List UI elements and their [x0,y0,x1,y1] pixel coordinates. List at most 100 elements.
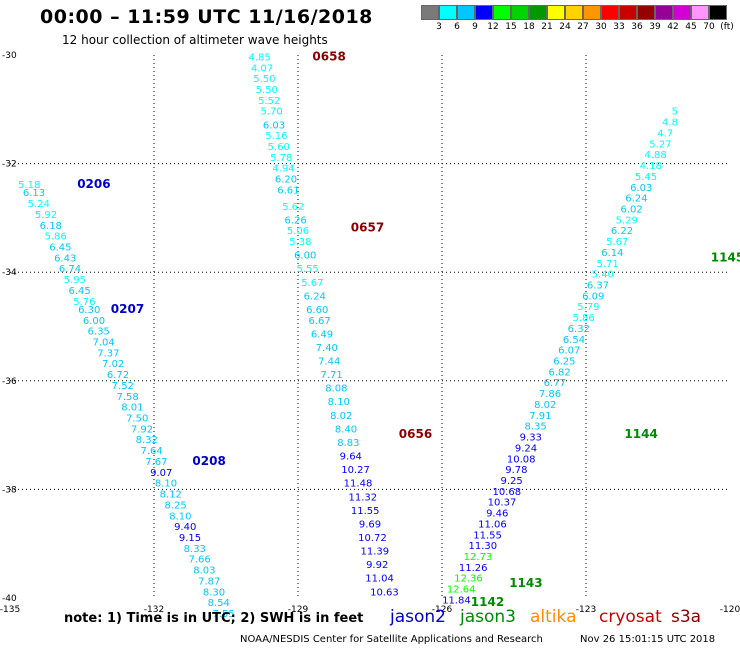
wave-height-value: 7.50 [126,414,148,425]
color-scale-swatch [637,5,655,20]
wave-height-value: 11.39 [360,547,389,558]
lat-tick-label: -32 [2,160,17,170]
color-scale-label: 9 [472,22,478,32]
wave-height-value: 6.07 [558,346,580,357]
wave-height-value: 5.67 [606,237,628,248]
wave-height-value: 8.08 [325,384,347,395]
wave-height-value: 6.14 [601,248,623,259]
color-scale-swatch [421,5,439,20]
track-time-label: 0658 [312,49,345,63]
lon-tick-label: -126 [432,605,453,615]
track-time-label: 0206 [77,177,110,191]
track-time-label: 0657 [351,220,384,234]
wave-height-value: 6.61 [277,185,299,196]
color-scale-swatch [673,5,691,20]
color-scale-label: 3 [436,22,442,32]
map-subtitle: 12 hour collection of altimeter wave hei… [62,33,328,47]
wave-height-value: 5.76 [73,297,95,308]
wave-height-value: 6.45 [49,242,71,253]
lat-tick-label: -34 [2,268,17,278]
wave-height-value: 8.35 [524,422,546,433]
color-scale-swatch [565,5,583,20]
wave-height-value: 5.50 [256,85,278,96]
color-scale-label: 12 [487,22,499,32]
wave-height-value: 10.63 [370,587,399,598]
wave-height-value: 6.03 [263,120,285,131]
wave-height-value: 6.45 [68,286,90,297]
wave-height-value: 8.10 [328,397,350,408]
wave-height-value: 9.40 [174,522,196,533]
wave-height-value: 6.22 [611,226,633,237]
wave-height-value: 5 [672,107,678,118]
color-scale-label: 15 [505,22,517,32]
wave-height-value: 8.03 [193,566,215,577]
wave-height-value: 6.35 [88,327,110,338]
wave-height-value: 11.55 [351,506,380,517]
wave-height-value: 7.44 [318,357,340,368]
wave-height-value: 7.71 [320,370,342,381]
color-scale-label: 24 [559,22,571,32]
wave-height-value: 5.52 [258,96,280,107]
wave-height-value: 5.06 [287,226,309,237]
wave-height-value: 11.04 [365,574,394,585]
wave-height-value: 5.79 [577,302,599,313]
wave-height-value: 4.85 [248,52,270,63]
wave-height-value: 8.33 [184,544,206,555]
legend-satellite: cryosat [599,607,662,627]
footer-credit: NOAA/NESDIS Center for Satellite Applica… [240,634,543,645]
wave-height-value: 5.38 [289,237,311,248]
color-scale-swatch [511,5,529,20]
wave-height-value: 5.16 [265,131,287,142]
wave-height-value: 5.62 [282,202,304,213]
map-title: 00:00 – 11:59 UTC 11/16/2018 [40,6,373,28]
wave-height-value: 5.29 [616,215,638,226]
wave-height-value: 10.27 [341,465,370,476]
wave-height-value: 4.18 [640,161,662,172]
wave-height-value: 8.30 [203,587,225,598]
wave-height-value: 7.04 [92,338,114,349]
color-scale-label: 18 [523,22,535,32]
legend-satellite: jason3 [460,607,516,627]
color-scale-label: 70 [703,22,715,32]
wave-height-value: 5.60 [268,142,290,153]
wave-height-value: 9.92 [366,560,388,571]
color-scale-swatch [619,5,637,20]
wave-height-value: 7.02 [102,359,124,370]
track-time-label: 0208 [192,454,225,468]
lon-tick-label: -135 [0,605,20,615]
wave-height-value: 10.72 [358,533,387,544]
color-scale-label: 39 [649,22,661,32]
color-scale-swatch [601,5,619,20]
wave-height-value: 6.03 [630,183,652,194]
color-scale-swatch [547,5,565,20]
lon-tick-label: -120 [720,605,740,615]
color-scale-label: 33 [613,22,625,32]
wave-height-value: 5.24 [28,199,50,210]
wave-height-value: 8.32 [136,435,158,446]
wave-height-value: 6.02 [620,204,642,215]
wave-height-value: 5.18 [18,180,40,191]
wave-height-value: 6.25 [553,357,575,368]
wave-height-value: 6.24 [625,194,647,205]
wave-height-value: 8.83 [337,438,359,449]
wave-height-value: 8.25 [164,500,186,511]
wave-height-value: 6.13 [23,188,45,199]
wave-height-value: 11.48 [344,479,373,490]
lat-tick-label: -36 [2,377,17,387]
wave-height-value: 5.95 [64,275,86,286]
wave-height-value: 5.40 [592,270,614,281]
color-scale-label: 36 [631,22,643,32]
wave-height-value: 5.70 [260,107,282,118]
wave-height-value: 10.68 [492,487,521,498]
wave-height-value: 5.67 [301,278,323,289]
wave-height-value: 9.64 [340,452,362,463]
color-scale-swatch [439,5,457,20]
wave-height-value: 5.92 [35,210,57,221]
wave-height-value: 6.67 [308,316,330,327]
wave-height-value: 6.20 [275,175,297,186]
wave-height-value: 8.10 [169,511,191,522]
wave-height-value: 5.86 [44,232,66,243]
wave-height-value: 8.54 [208,598,230,609]
wave-height-value: 6.24 [304,291,326,302]
wave-height-value: 4.07 [251,63,273,74]
